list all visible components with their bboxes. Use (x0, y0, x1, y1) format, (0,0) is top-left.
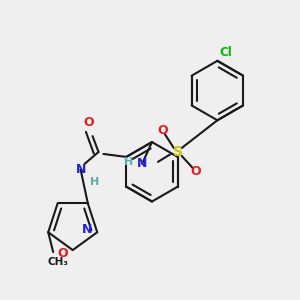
Text: O: O (190, 165, 201, 178)
Text: CH₃: CH₃ (48, 257, 69, 267)
Text: N: N (82, 223, 92, 236)
Text: O: O (83, 116, 94, 129)
Text: N: N (137, 158, 147, 170)
Text: O: O (158, 124, 168, 137)
Text: O: O (58, 247, 68, 260)
Text: H: H (90, 177, 99, 187)
Text: N: N (76, 163, 86, 176)
Text: Cl: Cl (219, 46, 232, 59)
Text: S: S (173, 145, 183, 159)
Text: H: H (124, 157, 133, 167)
